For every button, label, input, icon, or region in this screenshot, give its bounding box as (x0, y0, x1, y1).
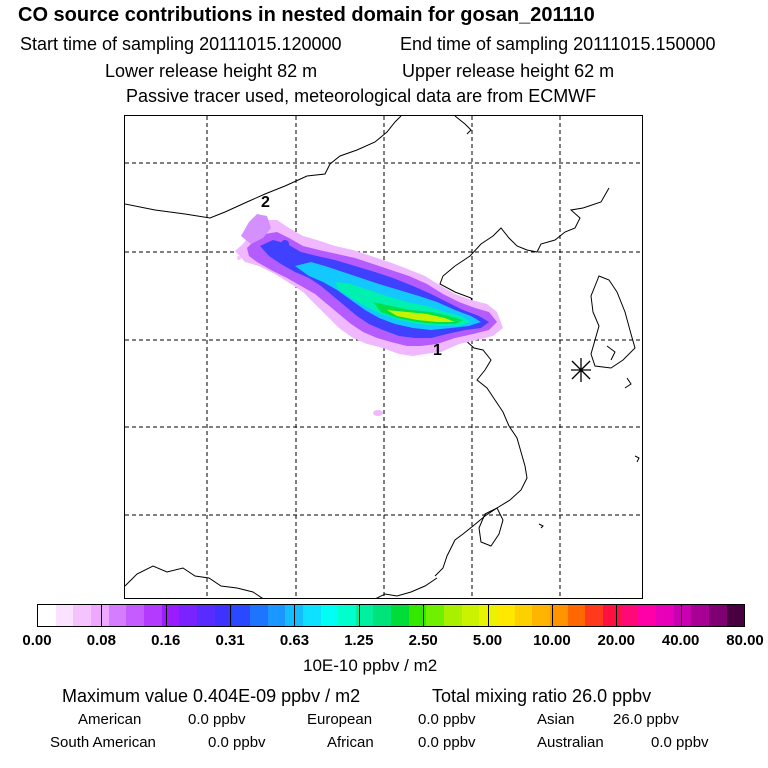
colorbar-tick-label: 0.31 (215, 632, 245, 649)
colorbar-tick-mark (358, 605, 360, 626)
colorbar-swatch (38, 605, 56, 626)
colorbar-tick-label: 5.00 (472, 632, 503, 649)
map-panel: 1 2 (124, 115, 643, 599)
colorbar-swatch (73, 605, 91, 626)
colorbar-swatch (338, 605, 356, 626)
plot-title: CO source contributions in nested domain… (18, 4, 595, 26)
colorbar-swatch (373, 605, 392, 626)
tracer-note: Passive tracer used, meteorological data… (126, 86, 597, 106)
source-label-2: 2 (261, 194, 270, 211)
map-canvas: 1 2 (125, 116, 642, 598)
south-american-value: 0.0 ppbv (208, 734, 266, 751)
colorbar-swatch (355, 605, 374, 626)
colorbar-swatch (196, 605, 215, 626)
australian-value: 0.0 ppbv (651, 734, 709, 751)
colorbar-tick-label: 40.00 (661, 632, 700, 649)
colorbar-swatch (726, 605, 745, 626)
colorbar-swatch (143, 605, 162, 626)
asian-value: 26.0 ppbv (613, 711, 679, 728)
colorbar-tick-mark (230, 605, 232, 626)
colorbar-swatch (444, 605, 462, 626)
american-value: 0.0 ppbv (188, 711, 246, 728)
colorbar-tick-mark (294, 605, 296, 626)
american-label: American (78, 711, 142, 728)
coastlines (125, 116, 640, 598)
colorbar-swatch (161, 605, 180, 626)
colorbar-swatch (585, 605, 603, 626)
colorbar-tick-mark (101, 605, 103, 626)
colorbar-swatch (249, 605, 268, 626)
colorbar-tick-mark (551, 605, 553, 626)
colorbar-swatch (567, 605, 586, 626)
colorbar-swatch (532, 605, 551, 626)
colorbar-swatch (320, 605, 339, 626)
colorbar-swatch (708, 605, 727, 626)
lat-lon-grid (125, 116, 642, 598)
colorbar-swatch (620, 605, 639, 626)
colorbar-swatch (408, 605, 427, 626)
colorbar-tick-label: 1.25 (344, 632, 374, 649)
colorbar-swatch (232, 605, 250, 626)
african-label: African (327, 734, 374, 751)
colorbar-tick-mark (487, 605, 489, 626)
colorbar-swatch (302, 605, 321, 626)
plume (235, 214, 503, 416)
lower-release-height: Lower release height 82 m (105, 61, 318, 81)
colorbar-swatch (550, 605, 568, 626)
colorbar-swatch (655, 605, 674, 626)
colorbar-swatch (90, 605, 109, 626)
colorbar-tick-mark (165, 605, 167, 626)
colorbar-tick-label: 10.00 (533, 632, 571, 649)
colorbar-swatch (514, 605, 533, 626)
colorbar-swatch (214, 605, 233, 626)
colorbar-tick-label: 20.00 (597, 632, 636, 649)
colorbar-swatch (55, 605, 74, 626)
colorbar-tick-label: 0.00 (22, 632, 52, 649)
upper-release-height: Upper release height 62 m (402, 61, 615, 81)
colorbar-swatch (108, 605, 127, 626)
end-time: End time of sampling 20111015.150000 (400, 34, 716, 54)
colorbar-tick-mark (423, 605, 425, 626)
colorbar-tick-mark (680, 605, 682, 626)
maximum-value: Maximum value 0.404E-09 ppbv / m2 (62, 686, 361, 706)
european-value: 0.0 ppbv (418, 711, 476, 728)
colorbar-tick-label: 0.08 (86, 632, 116, 649)
colorbar-tick-label: 2.50 (408, 632, 438, 649)
total-mixing-ratio: Total mixing ratio 26.0 ppbv (432, 686, 652, 706)
colorbar-tick-label: 0.16 (151, 632, 181, 649)
colorbar-swatch (603, 605, 621, 626)
south-american-label: South American (50, 734, 156, 751)
african-value: 0.0 ppbv (418, 734, 476, 751)
colorbar-tick-label: 80.00 (726, 632, 764, 649)
colorbar-swatch (391, 605, 409, 626)
colorbar-swatch (285, 605, 303, 626)
start-time: Start time of sampling 20111015.120000 (20, 34, 342, 54)
station-marker (571, 358, 591, 382)
colorbar-swatch (638, 605, 656, 626)
colorbar-swatch (497, 605, 515, 626)
colorbar (37, 604, 745, 627)
colorbar-swatch (691, 605, 709, 626)
colorbar-swatch (179, 605, 197, 626)
source-label-1: 1 (433, 342, 442, 359)
asian-label: Asian (537, 711, 575, 728)
european-label: European (307, 711, 373, 728)
colorbar-tick-mark (616, 605, 618, 626)
australian-label: Australian (537, 734, 604, 751)
colorbar-swatch (267, 605, 286, 626)
colorbar-swatch (126, 605, 144, 626)
colorbar-swatch (673, 605, 692, 626)
colorbar-swatch (461, 605, 480, 626)
colorbar-swatch (426, 605, 445, 626)
colorbar-units: 10E-10 ppbv / m2 (303, 656, 438, 675)
colorbar-tick-label: 0.63 (279, 632, 310, 649)
